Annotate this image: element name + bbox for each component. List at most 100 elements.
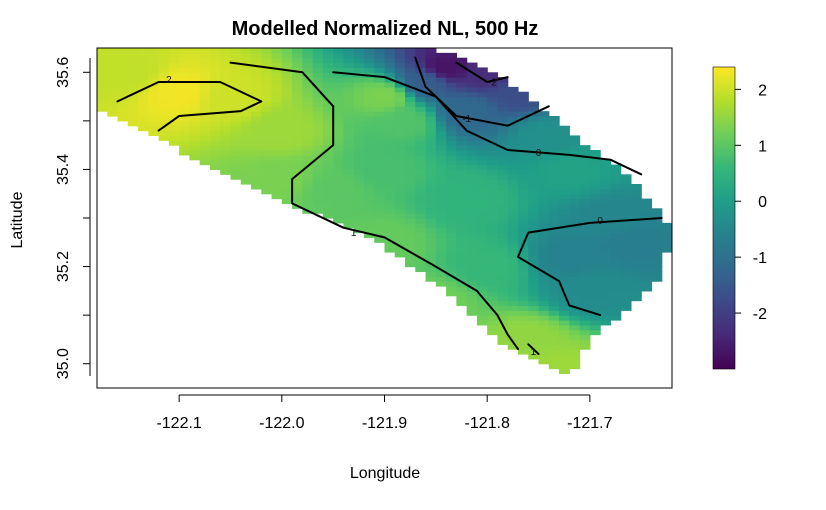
heatmap-cell <box>517 198 529 205</box>
heatmap-cell <box>405 62 416 69</box>
heatmap-cell <box>528 159 540 166</box>
heatmap-cell <box>97 77 108 83</box>
heatmap-cell <box>127 57 139 64</box>
heatmap-cell <box>343 169 355 175</box>
heatmap-cell <box>158 52 170 59</box>
heatmap-cell <box>199 106 211 112</box>
heatmap-cell <box>394 242 406 248</box>
heatmap-cell <box>641 271 653 277</box>
heatmap-cell <box>281 174 293 180</box>
heatmap-cell <box>374 193 386 200</box>
heatmap-cell <box>538 320 550 326</box>
heatmap-cell <box>456 188 468 195</box>
heatmap-cell <box>569 256 581 263</box>
heatmap-cell <box>610 281 622 287</box>
heatmap-cell <box>240 159 252 166</box>
heatmap-cell <box>559 339 570 345</box>
heatmap-cell <box>517 174 529 180</box>
heatmap-cell <box>158 106 170 112</box>
heatmap-cell <box>322 198 334 205</box>
heatmap-cell <box>353 62 365 69</box>
heatmap-cell <box>610 174 622 180</box>
heatmap-cell <box>220 72 232 78</box>
heatmap-cell <box>435 208 447 214</box>
heatmap-cell <box>569 150 581 156</box>
heatmap-cell <box>528 188 540 195</box>
heatmap-cell <box>405 169 416 175</box>
heatmap-cell <box>138 96 149 103</box>
heatmap-cell <box>292 179 303 185</box>
heatmap-cell <box>528 203 540 209</box>
heatmap-cell <box>168 57 180 64</box>
heatmap-cell <box>435 96 447 103</box>
heatmap-cell <box>528 213 540 219</box>
heatmap-cell <box>507 227 519 234</box>
heatmap-cell <box>251 150 262 156</box>
heatmap-cell <box>630 198 642 205</box>
heatmap-cell <box>620 193 632 200</box>
heatmap-cell <box>230 106 242 112</box>
heatmap-cell <box>528 310 540 316</box>
heatmap-cell <box>466 135 478 141</box>
heatmap-cell <box>394 145 406 151</box>
heatmap-cell <box>589 213 601 219</box>
heatmap-cell <box>641 203 653 209</box>
heatmap-cell <box>435 261 447 268</box>
heatmap-cell <box>405 188 416 195</box>
heatmap-cell <box>138 67 149 73</box>
heatmap-cell <box>343 154 355 161</box>
heatmap-cell <box>569 242 581 248</box>
heatmap-cell <box>435 198 447 205</box>
heatmap-cell <box>507 242 519 248</box>
heatmap-cell <box>507 281 519 287</box>
heatmap-cell <box>487 198 499 205</box>
heatmap-cell <box>168 77 180 83</box>
heatmap-cell <box>507 198 519 205</box>
heatmap-cell <box>610 295 622 302</box>
heatmap-cell <box>333 111 345 117</box>
heatmap-cell <box>610 247 622 253</box>
heatmap-cell <box>456 130 468 137</box>
heatmap-cell <box>600 242 611 248</box>
heatmap-cell <box>353 101 365 107</box>
heatmap-cell <box>641 242 653 248</box>
heatmap-cell <box>630 222 642 229</box>
heatmap-cell <box>487 91 499 98</box>
chart-title: Modelled Normalized NL, 500 Hz <box>232 18 539 40</box>
heatmap-cell <box>446 247 457 253</box>
heatmap-cell <box>507 324 519 331</box>
heatmap-cell <box>363 174 375 180</box>
heatmap-cell <box>179 77 191 83</box>
heatmap-cell <box>425 48 437 54</box>
heatmap-cell <box>405 150 416 156</box>
heatmap-cell <box>179 120 191 127</box>
heatmap-cell <box>179 62 191 69</box>
heatmap-cell <box>559 310 570 316</box>
heatmap-cell <box>363 52 375 59</box>
heatmap-cell <box>292 174 303 180</box>
heatmap-cell <box>456 125 468 132</box>
heatmap-cell <box>107 62 119 69</box>
heatmap-cell <box>425 188 437 195</box>
heatmap-cell <box>620 261 632 268</box>
heatmap-cell <box>343 125 355 132</box>
heatmap-cell <box>220 62 232 69</box>
heatmap-cell <box>559 135 570 141</box>
heatmap-cell <box>415 145 427 151</box>
heatmap-cell <box>548 363 560 370</box>
heatmap-cell <box>271 174 283 180</box>
heatmap-cell <box>456 174 468 180</box>
heatmap-cell <box>497 86 509 93</box>
heatmap-cell <box>322 86 334 93</box>
heatmap-cell <box>579 208 591 214</box>
heatmap-cell <box>240 48 252 54</box>
heatmap-cell <box>251 91 262 98</box>
heatmap-cell <box>138 106 149 112</box>
heatmap-cell <box>415 184 427 190</box>
heatmap-cell <box>281 198 293 205</box>
x-tick-label: -121.8 <box>464 415 509 432</box>
heatmap-cell <box>435 154 447 161</box>
heatmap-cell <box>394 82 406 88</box>
heatmap-cell <box>517 295 529 302</box>
